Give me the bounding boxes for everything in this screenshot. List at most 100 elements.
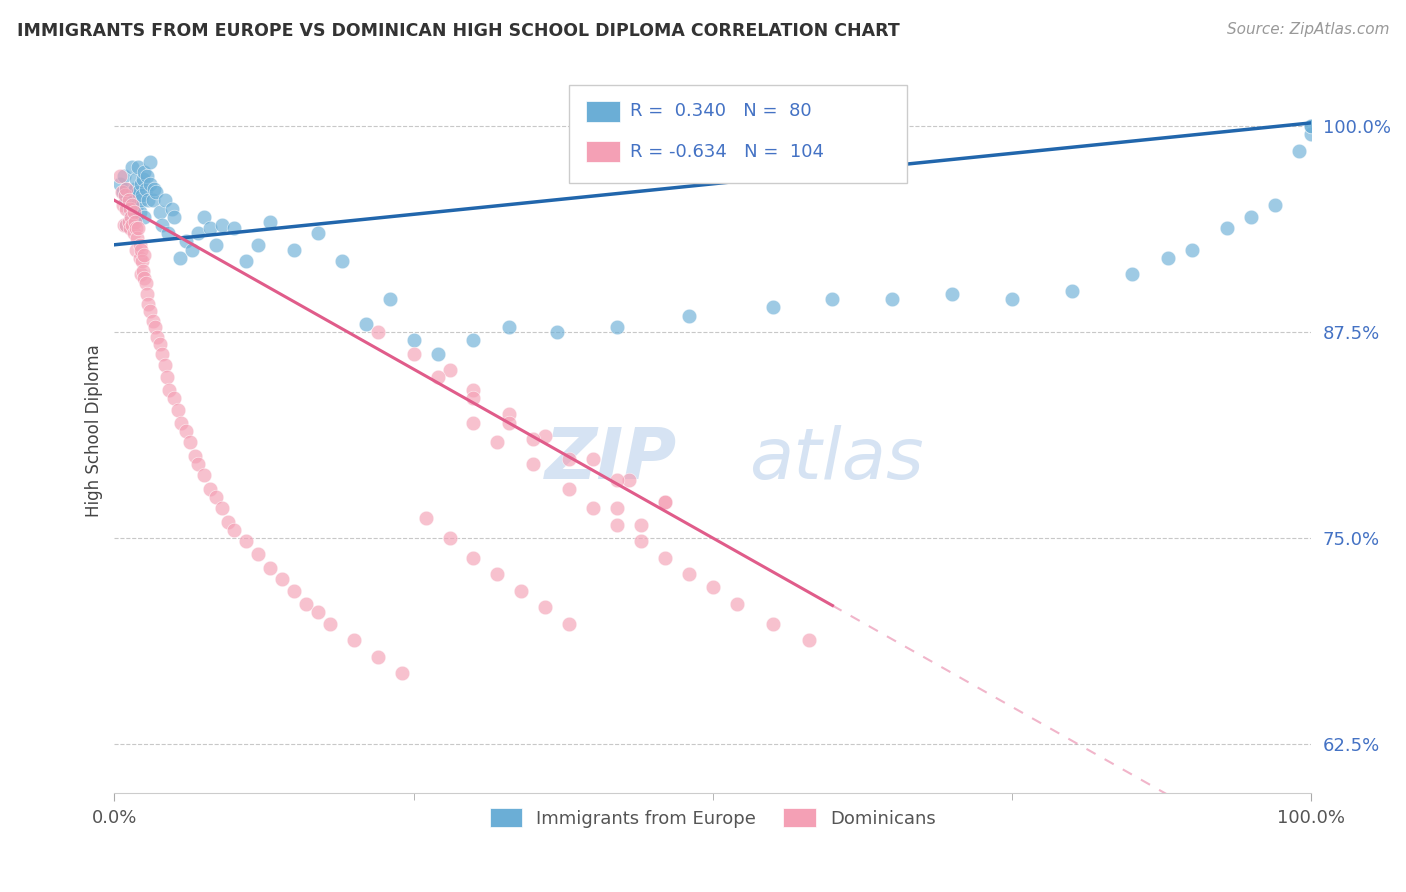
Point	[129, 177, 152, 191]
Point	[129, 243, 152, 257]
Point	[1121, 268, 1143, 282]
Point	[139, 177, 162, 191]
Point	[582, 501, 605, 516]
Point	[131, 188, 153, 202]
Point	[153, 358, 176, 372]
Point	[120, 210, 142, 224]
Point	[149, 204, 172, 219]
Point	[439, 531, 461, 545]
Point	[654, 495, 676, 509]
Point	[118, 221, 141, 235]
Point	[558, 616, 581, 631]
Point	[183, 449, 205, 463]
Point	[122, 204, 145, 219]
Point	[415, 511, 437, 525]
Point	[127, 161, 149, 175]
Point	[134, 248, 156, 262]
Point	[762, 301, 785, 315]
Point	[115, 182, 138, 196]
Point	[124, 215, 146, 229]
Point	[222, 523, 245, 537]
Point	[1264, 198, 1286, 212]
Point	[127, 198, 149, 212]
Point	[153, 194, 176, 208]
Point	[1060, 284, 1083, 298]
Point	[122, 226, 145, 240]
Point	[142, 182, 165, 196]
Point	[115, 202, 138, 216]
Point	[630, 534, 652, 549]
Point	[1301, 128, 1323, 142]
Point	[367, 325, 389, 339]
Text: atlas: atlas	[749, 425, 924, 494]
Y-axis label: High School Diploma: High School Diploma	[86, 344, 103, 517]
Point	[170, 416, 193, 430]
Point	[426, 346, 449, 360]
Point	[136, 194, 159, 208]
Point	[498, 320, 520, 334]
Point	[128, 251, 150, 265]
Point	[127, 185, 149, 199]
Point	[205, 237, 228, 252]
Point	[114, 188, 136, 202]
Point	[367, 649, 389, 664]
Point	[1301, 119, 1323, 133]
Point	[391, 666, 413, 681]
Point	[127, 231, 149, 245]
Point	[654, 550, 676, 565]
Point	[132, 264, 155, 278]
Point	[135, 182, 157, 196]
Point	[157, 226, 180, 240]
Point	[179, 435, 201, 450]
Point	[174, 424, 197, 438]
Point	[205, 490, 228, 504]
Point	[295, 597, 318, 611]
Point	[118, 188, 141, 202]
Point	[797, 633, 820, 648]
Point	[654, 495, 676, 509]
Text: R = -0.634   N =  104: R = -0.634 N = 104	[630, 143, 824, 161]
Point	[187, 226, 209, 240]
Point	[463, 391, 485, 405]
Point	[111, 198, 134, 212]
Point	[125, 172, 148, 186]
Point	[160, 202, 183, 216]
Point	[222, 221, 245, 235]
Point	[112, 218, 135, 232]
Point	[193, 210, 215, 224]
Point	[211, 218, 233, 232]
Point	[762, 616, 785, 631]
Point	[1156, 251, 1178, 265]
Point	[118, 202, 141, 216]
Point	[142, 194, 165, 208]
Point	[1216, 221, 1239, 235]
Point	[630, 517, 652, 532]
Point	[135, 287, 157, 301]
Point	[125, 243, 148, 257]
Point	[128, 237, 150, 252]
Point	[121, 198, 143, 212]
Point	[134, 210, 156, 224]
Point	[143, 320, 166, 334]
Point	[118, 202, 141, 216]
Point	[463, 383, 485, 397]
Point	[439, 363, 461, 377]
Point	[522, 432, 544, 446]
Point	[156, 369, 179, 384]
Point	[115, 182, 138, 196]
Point	[122, 202, 145, 216]
Point	[402, 346, 425, 360]
Point	[498, 416, 520, 430]
Point	[546, 325, 568, 339]
Point	[118, 194, 141, 208]
Point	[174, 235, 197, 249]
Point	[582, 452, 605, 467]
Point	[522, 457, 544, 471]
Point	[166, 402, 188, 417]
Point	[115, 218, 138, 232]
Point	[606, 474, 628, 488]
Text: R =  0.340   N =  80: R = 0.340 N = 80	[630, 103, 811, 120]
Point	[1180, 243, 1202, 257]
Point	[1001, 292, 1024, 306]
Point	[118, 215, 141, 229]
